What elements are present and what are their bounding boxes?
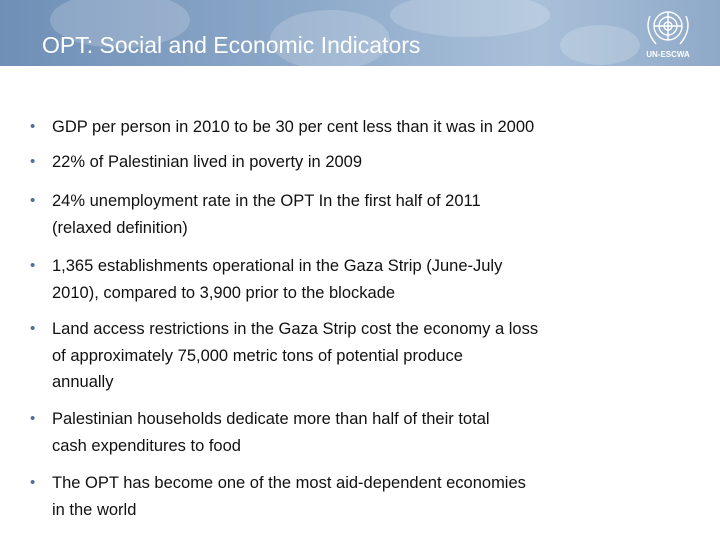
un-emblem [647,11,689,45]
bullet-text: Palestinian households dedicate more tha… [52,410,490,428]
bullet-dot: • [30,153,36,170]
bullet-text: annually [52,373,114,391]
bullet: • GDP per person in 2010 to be 30 per cen… [30,114,670,141]
header-band: OPT: Social and Economic Indicators UN-E… [0,0,720,66]
bullet: • 24% unemployment rate in the OPT In the… [30,188,670,241]
bullet: • Palestinian households dedicate more th… [30,406,670,459]
bullet-text: in the world [52,500,137,519]
bullet-dot: • [30,474,36,491]
bullet-text: of approximately 75,000 metric tons of p… [52,346,463,365]
bullet-text: The OPT has become one of the most aid-d… [52,474,526,492]
bullet-dot: • [30,410,36,427]
bullet-dot: • [30,192,36,209]
bullet-text: (relaxed definition) [52,218,188,237]
logo-text: UN-ESCWA [646,50,690,59]
bullet: • The OPT has become one of the most aid-… [30,470,670,523]
bullet-dot: • [30,257,36,274]
bullet-text: GDP per person in 2010 to be 30 per cent… [52,118,535,136]
bullet-dot: • [30,118,36,135]
bullet-text: cash expenditures to food [52,436,241,455]
bullet-text: 22% of Palestinian lived in poverty in 2… [52,153,363,171]
map-texture [50,0,640,66]
bullet: • 22% of Palestinian lived in poverty in … [30,149,670,176]
bullet: • Land access restrictions in the Gaza St… [30,316,670,396]
bullet-dot: • [30,320,36,337]
bullet-text: Land access restrictions in the Gaza Str… [52,320,539,338]
bullet-text: 1,365 establishments operational in the … [52,257,503,275]
bullet-text: 24% unemployment rate in the OPT In the … [52,192,481,210]
bullet-text: 2010), compared to 3,900 prior to the bl… [52,283,396,302]
bullet: • 1,365 establishments operational in the… [30,253,670,306]
slide-title: OPT: Social and Economic Indicators [42,32,421,58]
